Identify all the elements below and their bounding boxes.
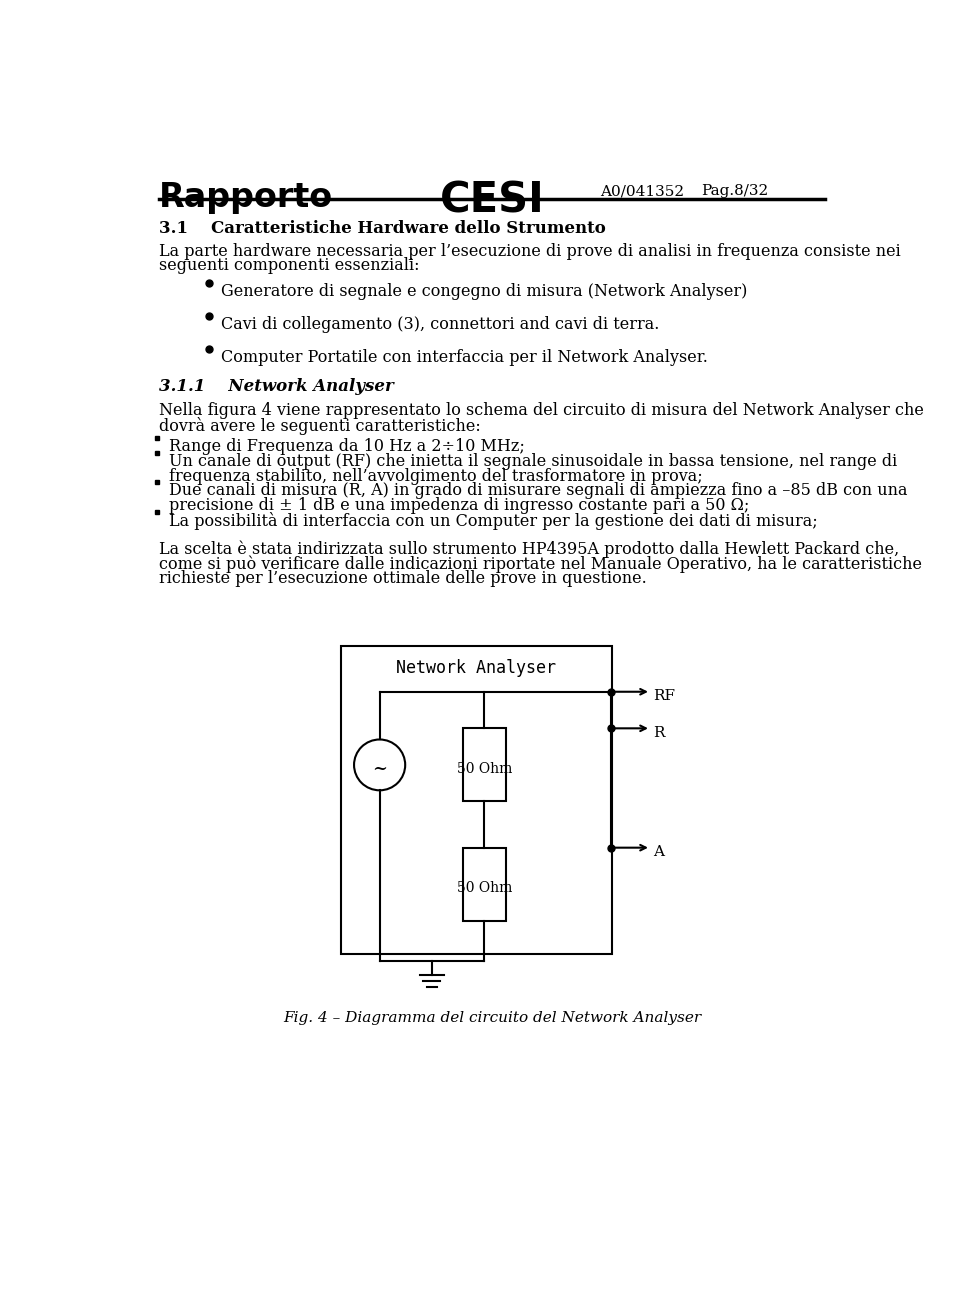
- Bar: [463, 848, 506, 921]
- Text: 50 Ohm: 50 Ohm: [457, 881, 512, 895]
- Text: Generatore di segnale e congegno di misura (Network Analyser): Generatore di segnale e congegno di misu…: [221, 283, 747, 300]
- Text: 3.1.1    Network Analyser: 3.1.1 Network Analyser: [158, 377, 394, 394]
- Text: Network Analyser: Network Analyser: [396, 659, 557, 677]
- Text: 3.1    Caratteristiche Hardware dello Strumento: 3.1 Caratteristiche Hardware dello Strum…: [158, 219, 606, 236]
- Bar: [341, 646, 612, 954]
- Text: Nella figura 4 viene rappresentato lo schema del circuito di misura del Network : Nella figura 4 viene rappresentato lo sc…: [158, 402, 924, 419]
- Text: Range di Frequenza da 10 Hz a 2÷10 MHz;: Range di Frequenza da 10 Hz a 2÷10 MHz;: [169, 438, 525, 455]
- Text: CESI: CESI: [440, 180, 544, 222]
- Text: La parte hardware necessaria per l’esecuzione di prove di analisi in frequenza c: La parte hardware necessaria per l’esecu…: [158, 243, 900, 260]
- Text: La possibilità di interfaccia con un Computer per la gestione dei dati di misura: La possibilità di interfaccia con un Com…: [169, 512, 818, 530]
- Text: La scelta è stata indirizzata sullo strumento HP4395A prodotto dalla Hewlett Pac: La scelta è stata indirizzata sullo stru…: [158, 540, 899, 559]
- Text: seguenti componenti essenziali:: seguenti componenti essenziali:: [158, 257, 420, 274]
- Text: dovrà avere le seguenti caratteristiche:: dovrà avere le seguenti caratteristiche:: [158, 416, 481, 435]
- Text: richieste per l’esecuzione ottimale delle prove in questione.: richieste per l’esecuzione ottimale dell…: [158, 570, 646, 587]
- Text: A0/041352: A0/041352: [601, 184, 684, 198]
- Text: come si può verificare dalle indicazioni riportate nel Manuale Operativo, ha le : come si può verificare dalle indicazioni…: [158, 556, 922, 573]
- Text: RF: RF: [653, 689, 675, 703]
- Text: precisione di ± 1 dB e una impedenza di ingresso costante pari a 50 Ω;: precisione di ± 1 dB e una impedenza di …: [169, 497, 749, 514]
- Text: Rapporto: Rapporto: [158, 181, 333, 214]
- Text: Cavi di collegamento (3), connettori and cavi di terra.: Cavi di collegamento (3), connettori and…: [221, 316, 660, 333]
- Text: R: R: [653, 726, 664, 740]
- Text: frequenza stabilito, nell’avvolgimento del trasformatore in prova;: frequenza stabilito, nell’avvolgimento d…: [169, 467, 703, 484]
- Bar: [463, 728, 506, 801]
- Text: Computer Portatile con interfaccia per il Network Analyser.: Computer Portatile con interfaccia per i…: [221, 350, 708, 367]
- Text: Un canale di output (RF) che inietta il segnale sinusoidale in bassa tensione, n: Un canale di output (RF) che inietta il …: [169, 453, 897, 470]
- Text: Due canali di misura (R, A) in grado di misurare segnali di ampiezza fino a –85 : Due canali di misura (R, A) in grado di …: [169, 483, 907, 500]
- Text: ~: ~: [372, 760, 387, 778]
- Text: Fig. 4 – Diagramma del circuito del Network Analyser: Fig. 4 – Diagramma del circuito del Netw…: [283, 1011, 701, 1026]
- Text: Pag.8/32: Pag.8/32: [701, 184, 769, 198]
- Text: A: A: [653, 846, 664, 859]
- Text: 50 Ohm: 50 Ohm: [457, 762, 512, 775]
